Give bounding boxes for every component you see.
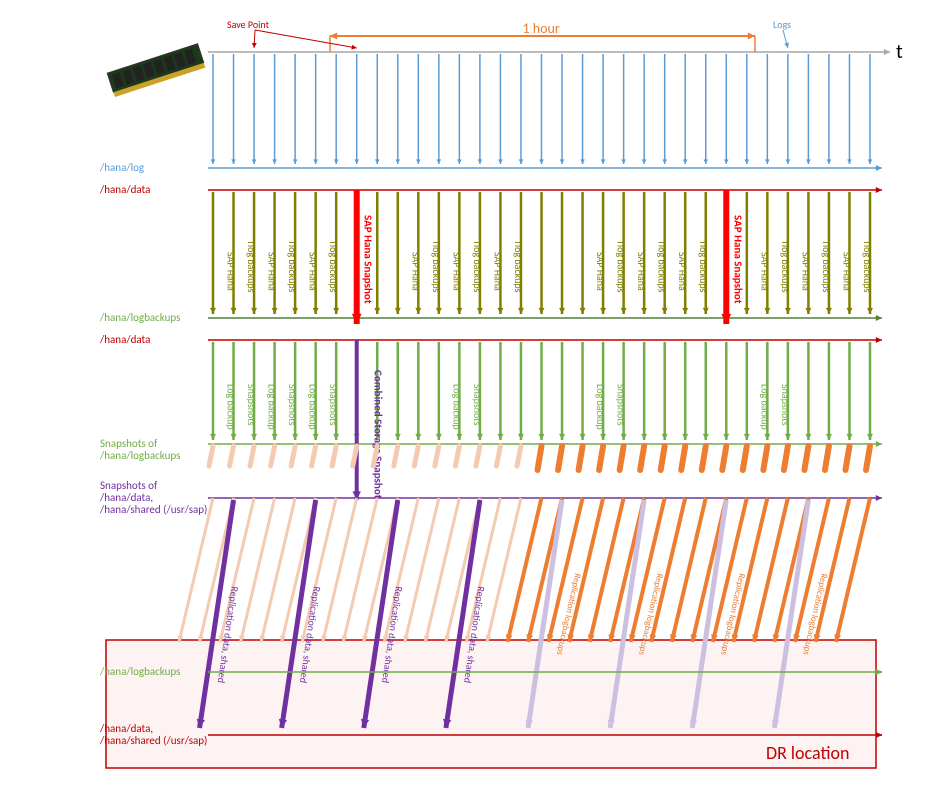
svg-text:SAP Hana: SAP Hana: [635, 252, 648, 291]
dr-box-label: DR location: [766, 742, 849, 764]
svg-text:SAP Hana: SAP Hana: [307, 252, 320, 291]
svg-text:Snapshots: Snapshots: [327, 384, 340, 426]
memory-icon: [107, 44, 205, 97]
time-axis-label: t: [896, 40, 903, 64]
svg-text:Tlog backups: Tlog backups: [697, 240, 710, 293]
svg-text:Tlog backups: Tlog backups: [471, 240, 484, 293]
layer-label: /hana/data: [100, 184, 208, 196]
svg-text:Log backup: Log backup: [307, 384, 320, 430]
layer-label: /hana/data, /hana/shared (/usr/sap): [100, 723, 208, 747]
svg-text:SAP Hana Snapshot: SAP Hana Snapshot: [731, 215, 744, 304]
svg-text:Tlog backups: Tlog backups: [779, 240, 792, 293]
svg-text:Tlog backups: Tlog backups: [615, 240, 628, 293]
save-point-callout: Save Point: [227, 18, 269, 31]
svg-text:Tlog backups: Tlog backups: [861, 240, 874, 293]
svg-text:Snapshots: Snapshots: [286, 384, 299, 426]
svg-text:SAP Hana Snapshot: SAP Hana Snapshot: [362, 215, 375, 304]
svg-text:Snapshots: Snapshots: [471, 384, 484, 426]
svg-text:SAP Hana: SAP Hana: [491, 252, 504, 291]
svg-text:Log backup: Log backup: [594, 384, 607, 430]
svg-text:SAP Hana: SAP Hana: [266, 252, 279, 291]
layer-label: /hana/logbackups: [100, 666, 208, 678]
svg-text:SAP Hana: SAP Hana: [676, 252, 689, 291]
svg-text:Tlog backups: Tlog backups: [430, 240, 443, 293]
diagram-root: SAP Hana Tlog backups SAP Hana Tlog backups…: [0, 0, 945, 803]
layer-label: /hana/data: [100, 334, 208, 346]
svg-text:SAP Hana: SAP Hana: [594, 252, 607, 291]
svg-text:Snapshots: Snapshots: [615, 384, 628, 426]
svg-text:Log backup: Log backup: [225, 384, 238, 430]
svg-text:Tlog backups: Tlog backups: [656, 240, 669, 293]
svg-text:Combined Storage Snapshot: Combined Storage Snapshot: [372, 370, 385, 499]
svg-text:Tlog backups: Tlog backups: [245, 240, 258, 293]
diagram-svg: SAP Hana Tlog backups SAP Hana Tlog backups…: [0, 0, 945, 803]
layer-label: Snapshots of /hana/data, /hana/shared (/…: [100, 480, 208, 516]
svg-text:Snapshots: Snapshots: [779, 384, 792, 426]
layer-label: /hana/logbackups: [100, 312, 208, 324]
svg-text:SAP Hana: SAP Hana: [225, 252, 238, 291]
svg-text:Tlog backups: Tlog backups: [512, 240, 525, 293]
svg-text:Log backup: Log backup: [758, 384, 771, 430]
svg-text:Log backup: Log backup: [266, 384, 279, 430]
svg-text:SAP Hana: SAP Hana: [840, 252, 853, 291]
svg-text:SAP Hana: SAP Hana: [409, 252, 422, 291]
layer-label: Snapshots of /hana/logbackups: [100, 438, 208, 462]
svg-text:SAP Hana: SAP Hana: [758, 252, 771, 291]
svg-text:Tlog backups: Tlog backups: [820, 240, 833, 293]
svg-text:SAP Hana: SAP Hana: [799, 252, 812, 291]
hour-span-label: 1 hour: [523, 20, 560, 37]
svg-text:Snapshots: Snapshots: [245, 384, 258, 426]
svg-text:SAP Hana: SAP Hana: [450, 252, 463, 291]
svg-text:Tlog backups: Tlog backups: [286, 240, 299, 293]
logs-callout: Logs: [773, 18, 791, 31]
layer-label: /hana/log: [100, 162, 208, 174]
svg-text:Log backup: Log backup: [450, 384, 463, 430]
svg-text:Tlog backups: Tlog backups: [327, 240, 340, 293]
